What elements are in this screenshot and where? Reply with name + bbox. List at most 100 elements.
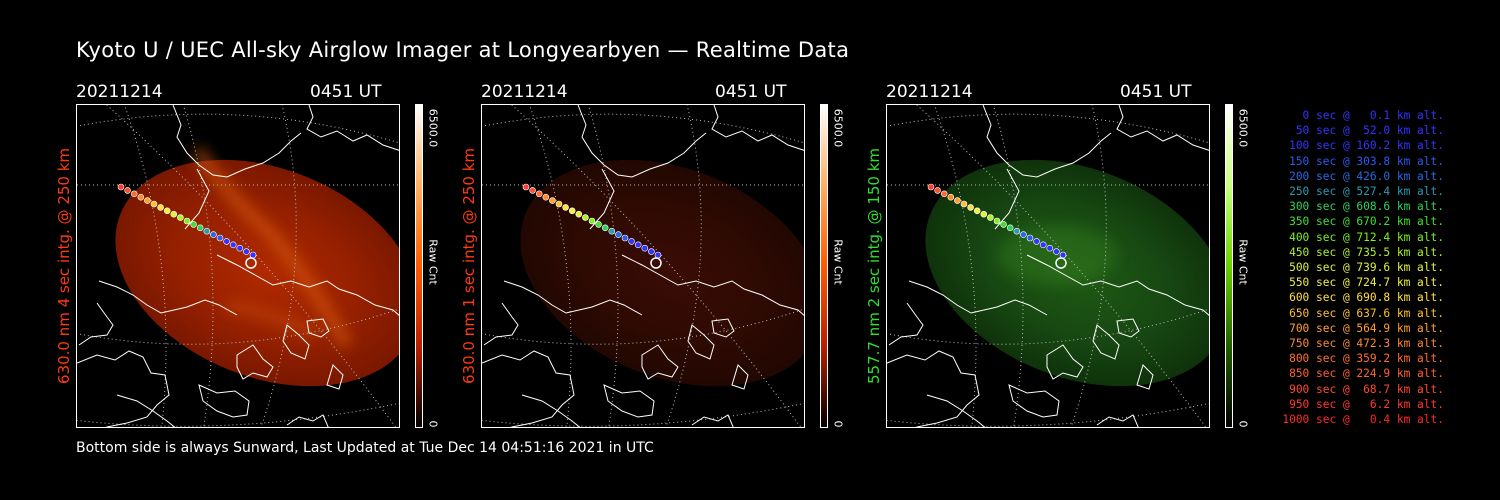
colorbar-unit-text: Raw Cnt [1236, 239, 1250, 285]
legend-row: 0 sec @ 0.1 km alt. [1302, 109, 1444, 122]
trajectory-point [654, 251, 662, 259]
coastline [926, 394, 986, 427]
panel-date: 20211214 [481, 82, 568, 102]
coastline [711, 105, 804, 151]
trajectory-point [163, 207, 171, 215]
allsky-image [76, 104, 400, 428]
trajectory-point [973, 207, 981, 215]
trajectory-point [634, 241, 642, 249]
trajectory-point [1006, 224, 1014, 232]
coastline [711, 318, 735, 338]
trajectory-point [236, 244, 244, 252]
coastline [994, 168, 1020, 230]
trajectory-point [993, 217, 1001, 225]
coastline [908, 280, 1048, 316]
legend-row: 600 sec @ 690.8 km alt. [1289, 291, 1444, 305]
colorbar-max-text: 6500.0 [831, 108, 845, 148]
legend-row: 300 sec @ 608.6 km alt. [1289, 200, 1444, 214]
legend-row: 800 sec @ 359.2 km alt. [1289, 352, 1444, 366]
coastline [1092, 324, 1120, 360]
colorbar-max-text: 6500.0 [1236, 108, 1250, 148]
coastline [198, 384, 250, 418]
coastline [306, 318, 330, 338]
station-marker [1055, 257, 1067, 269]
trajectory-point [967, 204, 974, 211]
grid-line [887, 402, 1209, 427]
trajectory-point [1020, 231, 1027, 238]
coastline [483, 302, 519, 346]
colorbar [1225, 104, 1233, 428]
trajectory-point [522, 183, 530, 191]
legend-row: 750 sec @ 472.3 km alt. [1289, 337, 1444, 351]
trajectory-point [980, 210, 988, 218]
trajectory-legend: 0 sec @ 0.1 km alt. 50 sec @ 52.0 km alt.… [1250, 108, 1444, 427]
trajectory-point [562, 204, 569, 211]
coastline [887, 350, 980, 427]
panel-date: 20211214 [76, 82, 163, 102]
coastline [172, 105, 302, 178]
trajectory-point [542, 193, 550, 201]
legend-row: 50 sec @ 52.0 km alt. [1295, 124, 1444, 138]
trajectory-point [595, 221, 602, 228]
trajectory-point [1026, 234, 1034, 242]
trajectory-point [934, 187, 941, 194]
trajectory-point [183, 217, 191, 225]
panel-ylabel-text: 557.7 nm 2 sec intg. @ 150 km [865, 147, 883, 385]
colorbar [820, 104, 828, 428]
legend-row: 650 sec @ 637.6 km alt. [1289, 306, 1444, 320]
trajectory-point [940, 190, 948, 198]
colorbar-min-text: 0 [426, 420, 440, 428]
coastline [603, 384, 655, 418]
panel-time: 0451 UT [310, 82, 382, 102]
colorbar-min-text: 0 [831, 420, 845, 428]
trajectory-point [150, 200, 158, 208]
coastline [1026, 254, 1209, 316]
coastline [326, 364, 344, 390]
legend-row: 950 sec @ 6.2 km alt. [1289, 397, 1444, 411]
trajectory-point [144, 197, 151, 204]
trajectory-point [229, 241, 237, 249]
coastline [98, 280, 238, 316]
colorbar-min-text: 0 [1236, 420, 1250, 428]
allsky-map [887, 105, 1209, 427]
trajectory-point [137, 193, 145, 201]
panel-ylabel-text: 630.0 nm 1 sec intg. @ 250 km [460, 147, 478, 385]
trajectory-point [1046, 244, 1054, 252]
legend-row: 850 sec @ 224.9 km alt. [1289, 367, 1444, 381]
trajectory-point [249, 251, 257, 259]
legend-row: 500 sec @ 739.6 km alt. [1289, 261, 1444, 275]
fov-glow [115, 159, 399, 387]
allsky-map [482, 105, 804, 427]
trajectory-point [130, 190, 138, 198]
grid-line [511, 105, 802, 427]
coastline [1136, 364, 1154, 390]
station-marker [245, 257, 257, 269]
panel-date: 20211214 [886, 82, 973, 102]
legend-row: 100 sec @ 160.2 km alt. [1289, 139, 1444, 153]
trajectory-point [243, 248, 250, 255]
trajectory-point [1033, 238, 1040, 245]
legend-row: 700 sec @ 564.9 km alt. [1289, 321, 1444, 335]
trajectory-point [1059, 251, 1067, 259]
coastline [521, 394, 581, 427]
panel-time: 0451 UT [715, 82, 787, 102]
coastline [589, 168, 615, 230]
grid-line [482, 113, 804, 144]
coastline [1008, 384, 1060, 418]
legend-row: 900 sec @ 68.7 km alt. [1289, 382, 1444, 396]
grid-line [106, 105, 397, 427]
grid-line [182, 105, 214, 427]
trajectory-point [1039, 241, 1047, 249]
coastline [116, 394, 176, 427]
trajectory-point [1013, 227, 1021, 235]
legend-row: 1000 sec @ 0.4 km alt. [1282, 413, 1444, 427]
page-title: Kyoto U / UEC All-sky Airglow Imager at … [76, 38, 850, 62]
coastline [482, 350, 575, 427]
coastline [282, 324, 310, 360]
trajectory-point [954, 197, 961, 204]
colorbar-max-text: 6500.0 [426, 108, 440, 148]
trajectory-point [588, 217, 596, 225]
aurora-green [997, 225, 1117, 285]
trajectory-point [223, 238, 230, 245]
panel-time: 0451 UT [1120, 82, 1192, 102]
